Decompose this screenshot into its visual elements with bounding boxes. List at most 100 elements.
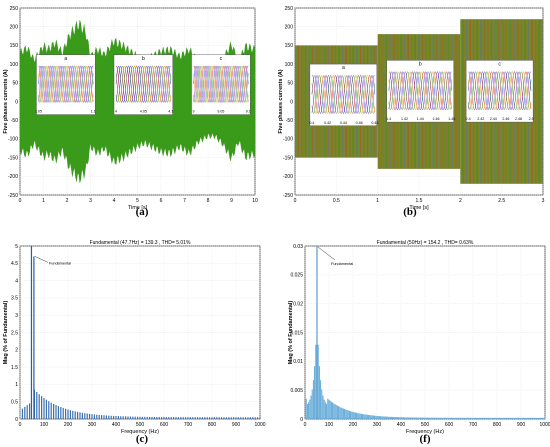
- caption-f: (f): [419, 433, 431, 445]
- panel-f-spectrum-bar: [435, 417, 437, 419]
- panel-f-spectrum-bar: [516, 417, 518, 419]
- panel-f-spectrum-bar: [405, 417, 407, 419]
- panel-f-spectrum-bar: [453, 417, 455, 419]
- panel-f-spectrum-bar: [346, 409, 348, 419]
- panel-c-harmonic-bar: [192, 417, 194, 419]
- panel-c-harmonic-bar: [252, 417, 254, 419]
- panel-f-spectrum-bar: [490, 417, 492, 419]
- panel-b-inset-label: a: [342, 65, 345, 71]
- panel-f-spectrum-bar: [527, 417, 529, 419]
- panel-b-inset-phase: [388, 70, 452, 111]
- panel-a-xtick-label: 1: [42, 198, 45, 204]
- panel-f-spectrum-bar: [540, 417, 542, 419]
- panel-f-spectrum-bar: [506, 417, 508, 419]
- panel-c-ytick-label: 2: [15, 348, 18, 354]
- panel-c-harmonic-bar: [141, 416, 143, 419]
- panel-c-xlabel: Frequency (Hz): [121, 429, 159, 435]
- panel-a-xtick-label: 3: [89, 198, 92, 204]
- panel-f-annotation-arrow: [317, 246, 336, 261]
- panel-f-spectrum-bar: [512, 417, 514, 419]
- panel-f-spectrum-bar: [420, 417, 422, 419]
- panel-f-ytick-label: 0.005: [290, 388, 303, 394]
- panel-f-spectrum-bar: [431, 417, 433, 419]
- panel-c-harmonic-bar: [84, 413, 86, 419]
- panel-f-spectrum-bar: [467, 417, 469, 419]
- panel-c-harmonic-bar: [216, 417, 218, 419]
- panel-a-xtick-label: 8: [207, 198, 210, 204]
- panel-f-spectrum-bar: [514, 417, 516, 419]
- panel-a-inset-phase: [193, 65, 249, 104]
- panel-f-spectrum-bar: [386, 416, 388, 419]
- panel-f-spectrum-bar: [383, 416, 385, 419]
- panel-b-xtick-label: 0: [294, 198, 297, 204]
- panel-f-spectrum-bar: [429, 417, 431, 419]
- panel-c-harmonic-bar: [115, 416, 117, 419]
- panel-c-ytick-label: 5: [15, 244, 18, 250]
- panel-c-harmonic-bar: [50, 402, 52, 419]
- panel-c-harmonic-bar: [113, 415, 115, 419]
- panel-f-spectrum-bar: [345, 409, 347, 419]
- panel-c-harmonic-bar: [173, 417, 175, 419]
- panel-f-spectrum-bar: [525, 417, 527, 419]
- panel-c-harmonic-bar: [98, 414, 100, 419]
- panel-f-spectrum-bar: [404, 417, 406, 419]
- panel-c-harmonic-bar: [120, 416, 122, 419]
- panel-b-ytick-label: 0: [290, 99, 293, 105]
- panel-a-inset-tick: 4.05: [140, 110, 147, 114]
- panel-b-inset-phase: [311, 74, 376, 115]
- panel-b-inset-tick: 1.42: [401, 117, 408, 121]
- panel-c-ytick-label: 1: [15, 382, 18, 388]
- panel-f-spectrum-bar: [374, 415, 376, 419]
- panel-b-inset-tick: 2.4: [466, 117, 471, 121]
- panel-f-spectrum-bar: [364, 414, 366, 419]
- panel-b-ylabel: Five phases currents (A): [278, 69, 284, 133]
- panel-c-xtick-label: 500: [136, 422, 145, 428]
- panel-f-spectrum-bar: [365, 414, 367, 419]
- panel-f-spectrum-bar: [376, 415, 378, 419]
- panel-f-ytick-label: 0: [300, 417, 303, 423]
- panel-f-xtick-label: 1000: [539, 422, 550, 428]
- panel-f-spectrum-bar: [350, 411, 352, 419]
- panel-c-axes: 0 100 200 300 400 500 600 700 800 900 1000 0 0.5 1 1.5…: [3, 240, 266, 435]
- panel-f-spectrum-bar: [306, 404, 308, 419]
- panel-a-inset-phase: [115, 65, 171, 104]
- panel-f-spectrum-bar: [518, 417, 520, 419]
- panel-c-harmonic-bar: [247, 417, 249, 419]
- panel-b-inset-tick: 2.42: [477, 117, 484, 121]
- panel-f-spectrum-bar: [461, 417, 463, 419]
- panel-f-spectrum-bar: [418, 417, 420, 419]
- panel-c-harmonic-bar: [105, 415, 107, 419]
- panel-f-spectrum-bar: [444, 417, 446, 419]
- panel-f-spectrum-bar: [411, 417, 413, 419]
- panel-f-spectrum-bar: [363, 414, 365, 419]
- panel-f-spectrum-bar: [324, 402, 326, 419]
- panel-f-spectrum-bar: [537, 417, 539, 419]
- panel-b-inset-phase: [467, 71, 532, 111]
- panel-b-inset-phase: [388, 71, 452, 111]
- panel-c-harmonic-bar: [240, 417, 242, 419]
- panel-f-spectrum-bar: [538, 417, 540, 419]
- panel-a-ytick-label: 0: [15, 99, 18, 105]
- panel-a-axes: 0 1 2 3 4 5 6 7 8 9 10 -250 -200 -150 -100 -50 0 50 100 150…: [3, 6, 258, 211]
- panel-f-spectrum-bar: [438, 417, 440, 419]
- panel-c-ylabel: Mag (% of Fundamental): [3, 301, 9, 365]
- panel-c-ytick-label: 0.5: [11, 400, 18, 406]
- panel-c-harmonic-bar: [197, 417, 199, 419]
- panel-b-inset-tick: 2.5: [529, 117, 534, 121]
- panel-f-spectrum-bar: [543, 417, 545, 419]
- panel-f-spectrum-bar: [479, 417, 481, 419]
- panel-f-spectrum-bar: [366, 414, 368, 419]
- panel-b-xtick-label: 3: [542, 198, 545, 204]
- panel-b-ytick-label: 150: [285, 43, 294, 49]
- panel-f-spectrum-bar: [448, 417, 450, 419]
- panel-f-spectrum-bar: [369, 415, 371, 419]
- panel-c-harmonic-bar: [259, 417, 261, 419]
- panel-f-spectrum-bar: [362, 414, 364, 419]
- panel-c-harmonic-bar: [254, 417, 256, 419]
- panel-b-ytick-label: 50: [287, 81, 293, 87]
- panel-f-spectrum-bar: [412, 417, 414, 419]
- panel-a-ytick-label: 50: [12, 81, 18, 87]
- panel-c-harmonic-bar: [69, 410, 71, 419]
- panel-f-spectrum-bar: [509, 417, 511, 419]
- panel-f-spectrum-bar: [327, 398, 329, 419]
